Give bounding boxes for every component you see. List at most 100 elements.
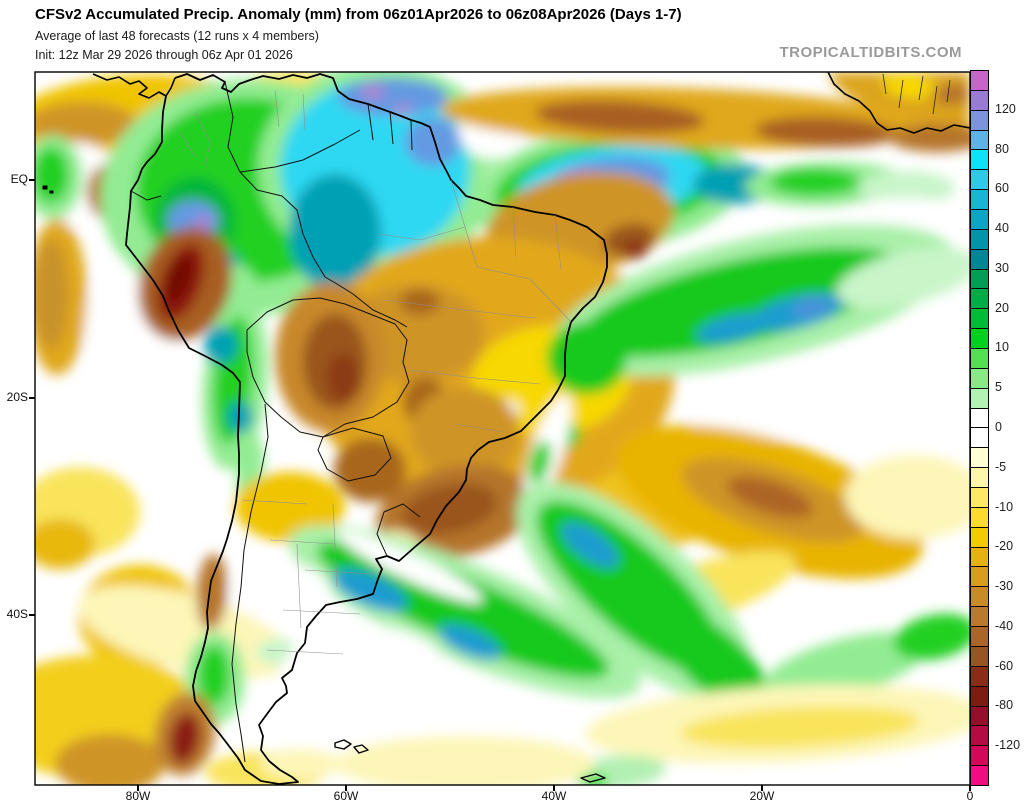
y-axis-label: 20S — [6, 390, 28, 404]
colorbar-segment — [971, 507, 988, 528]
anomaly-blob — [692, 350, 938, 438]
colorbar-segment — [971, 666, 988, 687]
page-title: CFSv2 Accumulated Precip. Anomaly (mm) f… — [35, 6, 682, 23]
state-borders — [179, 89, 572, 655]
colorbar-tick-label: -20 — [995, 539, 1014, 554]
anomaly-blob — [260, 749, 340, 779]
anomaly-blob — [235, 472, 345, 542]
map-area — [34, 71, 971, 786]
anomaly-blob — [198, 645, 230, 705]
colorbar-tick-label: -10 — [995, 499, 1014, 514]
x-axis-tick — [969, 785, 971, 791]
anomaly-blob — [893, 613, 970, 661]
border-venezuela-brazil — [239, 129, 361, 173]
anomaly-blob — [755, 116, 895, 148]
anomaly-blob — [360, 84, 386, 100]
x-axis-tick — [761, 785, 763, 791]
colorbar-segment — [971, 190, 988, 211]
colorbar-segment — [971, 110, 988, 131]
colorbar-segment — [971, 229, 988, 250]
colorbar-segment — [971, 567, 988, 588]
anomaly-blob — [196, 554, 228, 630]
anomaly-map — [34, 71, 971, 786]
x-axis-tick — [553, 785, 555, 791]
anomaly-blob — [166, 256, 192, 302]
galapagos-islands — [42, 185, 54, 194]
colorbar-segment — [971, 448, 988, 469]
anomaly-blob — [227, 401, 253, 433]
colorbar-segment — [971, 646, 988, 667]
anomaly-blob — [859, 171, 955, 205]
anomaly-blob — [280, 625, 450, 729]
anomaly-blob — [317, 541, 609, 679]
anomaly-blob — [405, 118, 461, 166]
anomaly-blob — [410, 387, 520, 477]
anomaly-blob — [400, 289, 440, 315]
anomaly-blob — [338, 78, 448, 116]
anomaly-blob — [847, 198, 967, 230]
y-axis-tick — [29, 397, 35, 399]
anomaly-blob — [547, 322, 627, 394]
border-guianas — [367, 103, 413, 151]
anomaly-blob — [35, 147, 69, 203]
colorbar-segment — [971, 766, 988, 785]
x-axis-label: 60W — [333, 789, 359, 803]
colorbar-tick-label: 5 — [995, 380, 1002, 395]
anomaly-blob — [337, 531, 483, 603]
colorbar-segment — [971, 547, 988, 568]
colorbar-segment — [971, 349, 988, 369]
colorbar-tick-label: -60 — [995, 658, 1014, 673]
anomaly-blob — [560, 521, 620, 569]
border-ecuador-peru — [130, 190, 162, 201]
colorbar-segment — [971, 289, 988, 310]
anomaly-blob — [393, 104, 413, 116]
anomaly-blob — [762, 632, 928, 702]
south-georgia-island — [580, 773, 606, 783]
y-axis-label: EQ — [10, 172, 28, 186]
colorbar-tick-label: 60 — [995, 181, 1009, 196]
colorbar-segment — [971, 309, 988, 330]
anomaly-blob — [402, 483, 498, 535]
anomaly-blob — [230, 562, 330, 622]
anomaly-blob — [334, 438, 406, 502]
anomaly-blob — [845, 455, 970, 539]
anomaly-blob — [35, 239, 68, 349]
anomaly-blob — [836, 247, 970, 309]
colorbar-segment — [971, 249, 988, 270]
colorbar-tick-label: 30 — [995, 260, 1009, 275]
colorbar-tick-label: 120 — [995, 101, 1016, 116]
colorbar-tick-label: -40 — [995, 618, 1014, 633]
anomaly-blob — [695, 312, 771, 344]
anomaly-blob — [770, 168, 860, 196]
x-axis-label: 80W — [125, 789, 151, 803]
colorbar-segment — [971, 90, 988, 111]
coast-central-america — [92, 73, 176, 99]
colorbar-segment — [971, 686, 988, 707]
forecast-average-subtitle: Average of last 48 forecasts (12 runs x … — [35, 29, 319, 43]
anomaly-blob — [194, 215, 212, 229]
anomaly-blob — [169, 712, 201, 764]
anomaly-blob — [35, 519, 95, 569]
coast-africa — [827, 72, 970, 134]
anomaly-blob — [792, 297, 832, 317]
border-uruguay-brazil-argentina — [376, 503, 421, 557]
colorbar-tick-label: -120 — [995, 738, 1021, 753]
colorbar-segment — [971, 210, 988, 230]
colorbar-tick-label: 80 — [995, 141, 1009, 156]
colorbar-segment — [971, 488, 988, 508]
anomaly-blob — [578, 246, 902, 358]
colorbar-segment — [971, 726, 988, 747]
colorbar-segment — [971, 71, 988, 91]
border-colombia-peru-brazil — [239, 171, 314, 258]
anomaly-blob — [289, 174, 381, 290]
colorbar-segment — [971, 607, 988, 628]
anomaly-blob — [327, 353, 359, 401]
coastline-south-america — [125, 73, 608, 785]
precip-anomaly-field — [35, 72, 970, 785]
border-peru-brazil-bolivia — [312, 256, 408, 328]
anomaly-blob — [528, 440, 552, 484]
x-axis-tick — [345, 785, 347, 791]
y-axis-label: 40S — [6, 607, 28, 621]
anomaly-blob — [535, 100, 705, 134]
